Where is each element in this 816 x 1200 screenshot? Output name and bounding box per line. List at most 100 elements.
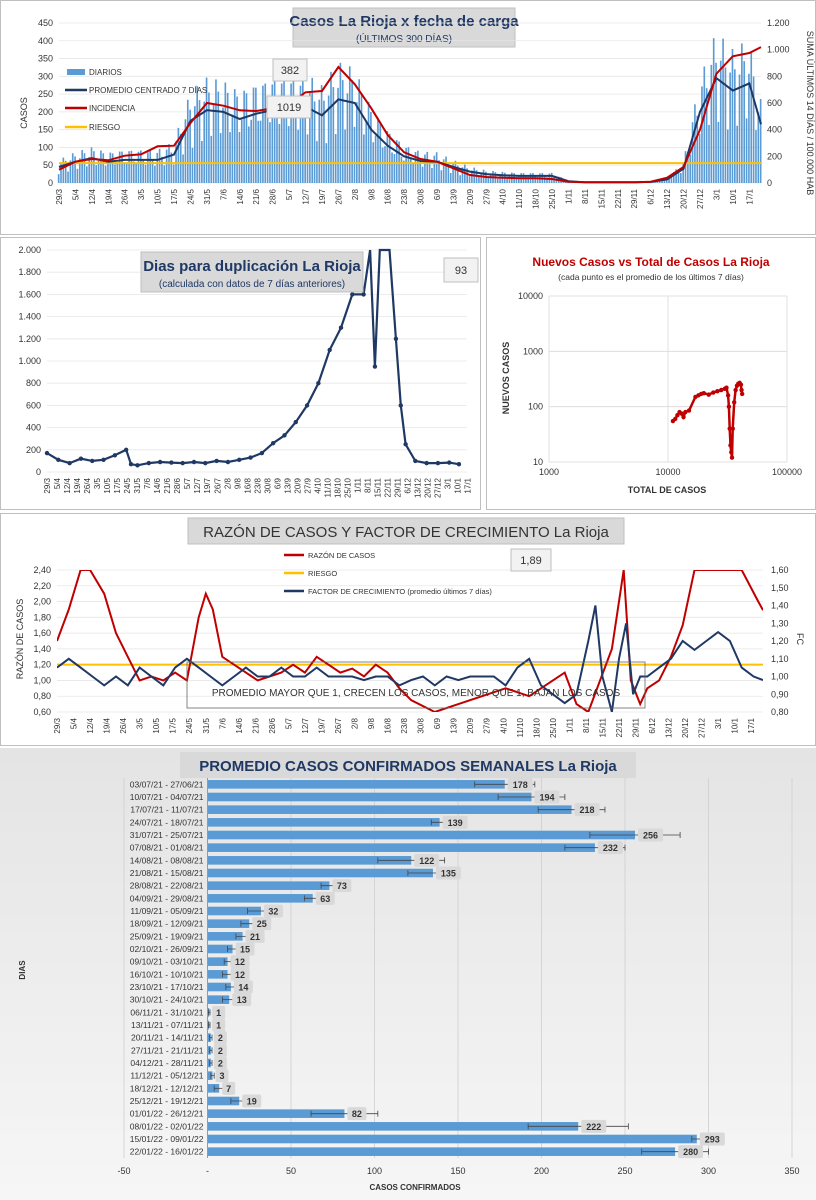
bar-diario bbox=[719, 60, 722, 183]
legend-label: INCIDENCIA bbox=[89, 104, 136, 113]
bar-diario bbox=[759, 98, 762, 183]
bar-diario bbox=[360, 93, 363, 183]
x-tick-label: 13/9 bbox=[283, 477, 292, 493]
bar-diario bbox=[684, 151, 687, 183]
bar-diario bbox=[348, 66, 351, 183]
bar-diario bbox=[461, 167, 464, 183]
bar-diario bbox=[442, 159, 445, 183]
data-label: 14 bbox=[238, 983, 248, 993]
x-tick-label: 14/6 bbox=[235, 717, 244, 733]
bar-diario bbox=[478, 176, 480, 183]
bar-diario bbox=[546, 177, 548, 183]
bar-diario bbox=[370, 112, 372, 183]
bar-diario bbox=[238, 132, 241, 183]
x-tick-label: 29/11 bbox=[394, 477, 403, 497]
scatter-point bbox=[706, 392, 711, 397]
y-axis-label: RAZÓN DE CASOS bbox=[15, 599, 25, 680]
chart-title: RAZÓN DE CASOS Y FACTOR DE CRECIMIENTO L… bbox=[203, 524, 609, 541]
bar bbox=[207, 932, 243, 941]
bar-diario bbox=[499, 174, 501, 183]
bar-diario bbox=[341, 80, 344, 183]
data-label: 13 bbox=[237, 995, 247, 1005]
data-point bbox=[237, 457, 242, 462]
x-tick-label: 27/12 bbox=[696, 188, 705, 209]
bar-diario bbox=[320, 85, 323, 183]
x-tick-label: - bbox=[206, 1166, 209, 1176]
y2-tick-label: 1,50 bbox=[771, 583, 789, 593]
grid bbox=[47, 249, 467, 473]
y2-tick-label: 0,80 bbox=[771, 707, 789, 717]
data-point bbox=[338, 325, 344, 330]
bar-diario bbox=[154, 165, 156, 183]
data-label-bg bbox=[230, 955, 250, 969]
bar-diario bbox=[534, 176, 537, 183]
bar-diario bbox=[736, 125, 738, 183]
x-tick-label: 19/7 bbox=[317, 717, 326, 733]
bar-diario bbox=[445, 156, 447, 183]
bar-diario bbox=[69, 160, 72, 183]
y-tick-label: 11/12/21 - 05/12/21 bbox=[130, 1071, 203, 1081]
data-point bbox=[270, 440, 276, 446]
bar-diario bbox=[191, 147, 194, 183]
x-tick-label: 2/8 bbox=[223, 477, 232, 489]
bar-diario bbox=[687, 151, 689, 183]
y2-tick-label: 1.000 bbox=[767, 45, 790, 55]
scatter-point bbox=[732, 400, 737, 405]
chart-title: Nuevos Casos vs Total de Casos La Rioja bbox=[532, 255, 770, 269]
bar-diario bbox=[412, 163, 414, 183]
y-tick-label: 350 bbox=[38, 54, 53, 64]
x-tick-label: 29/3 bbox=[53, 717, 62, 733]
data-label-bg bbox=[263, 904, 283, 918]
bar-diario bbox=[102, 153, 105, 183]
bar-diario bbox=[339, 62, 342, 183]
bar-diario bbox=[224, 82, 227, 183]
title-box bbox=[180, 752, 636, 778]
bar-diario bbox=[248, 126, 250, 183]
bar-diario bbox=[426, 151, 429, 183]
x-tick-label: 4/10 bbox=[499, 717, 508, 733]
y-tick-label: 2.000 bbox=[18, 245, 41, 255]
x-tick-label: 13/9 bbox=[450, 717, 459, 733]
bar-diario bbox=[672, 172, 675, 183]
bar bbox=[207, 919, 250, 928]
data-label: 1 bbox=[216, 1008, 221, 1018]
x-tick-label: 17/1 bbox=[745, 188, 754, 204]
bar-diario bbox=[149, 150, 152, 183]
x-tick-label: 7/6 bbox=[219, 188, 228, 200]
x-tick-label: 5/4 bbox=[70, 717, 79, 729]
bar bbox=[207, 970, 228, 979]
bar-diario bbox=[734, 69, 736, 183]
bar-diario bbox=[250, 119, 252, 183]
panel-razon: RAZÓN DE CASOS Y FACTOR DE CRECIMIENTO L… bbox=[0, 513, 816, 746]
x-tick-label: 24/5 bbox=[186, 188, 195, 204]
y-tick-label: 1,40 bbox=[33, 644, 51, 654]
x-tick-label: 1000 bbox=[539, 467, 559, 477]
data-label-bg bbox=[315, 891, 335, 905]
line-fc bbox=[57, 605, 763, 712]
x-tick-label: 6/12 bbox=[404, 477, 413, 493]
x-tick-label: 7/6 bbox=[218, 717, 227, 729]
legend-swatch-diarios bbox=[67, 69, 85, 75]
y-tick-label: 16/10/21 - 10/10/21 bbox=[130, 969, 204, 979]
bar-diario bbox=[262, 85, 264, 183]
x-tick-label: 26/7 bbox=[213, 477, 222, 493]
bar-diario bbox=[128, 151, 130, 183]
annotation-box bbox=[510, 548, 552, 572]
data-label: 218 bbox=[580, 805, 595, 815]
y2-tick-label: 1,40 bbox=[771, 601, 789, 611]
legend-label: RIESGO bbox=[89, 123, 120, 132]
y-tick-label: 10/07/21 - 04/07/21 bbox=[130, 792, 204, 802]
bar-diario bbox=[518, 176, 520, 183]
bar-diario bbox=[198, 100, 201, 183]
y-tick-label: 1,60 bbox=[33, 628, 51, 638]
data-point bbox=[248, 455, 253, 460]
data-point bbox=[424, 460, 429, 466]
axes: 0,60 0,80 1,00 1,20 1,40 1,60 1,80 2,00 2,20 2,40… bbox=[33, 565, 788, 738]
x-tick-label: 1/11 bbox=[564, 188, 573, 204]
data-label: 82 bbox=[352, 1109, 362, 1119]
y-tick-label: 0 bbox=[36, 467, 41, 477]
bar bbox=[207, 995, 230, 1004]
data-label-bg bbox=[213, 1031, 227, 1045]
bar-diario bbox=[135, 163, 137, 183]
